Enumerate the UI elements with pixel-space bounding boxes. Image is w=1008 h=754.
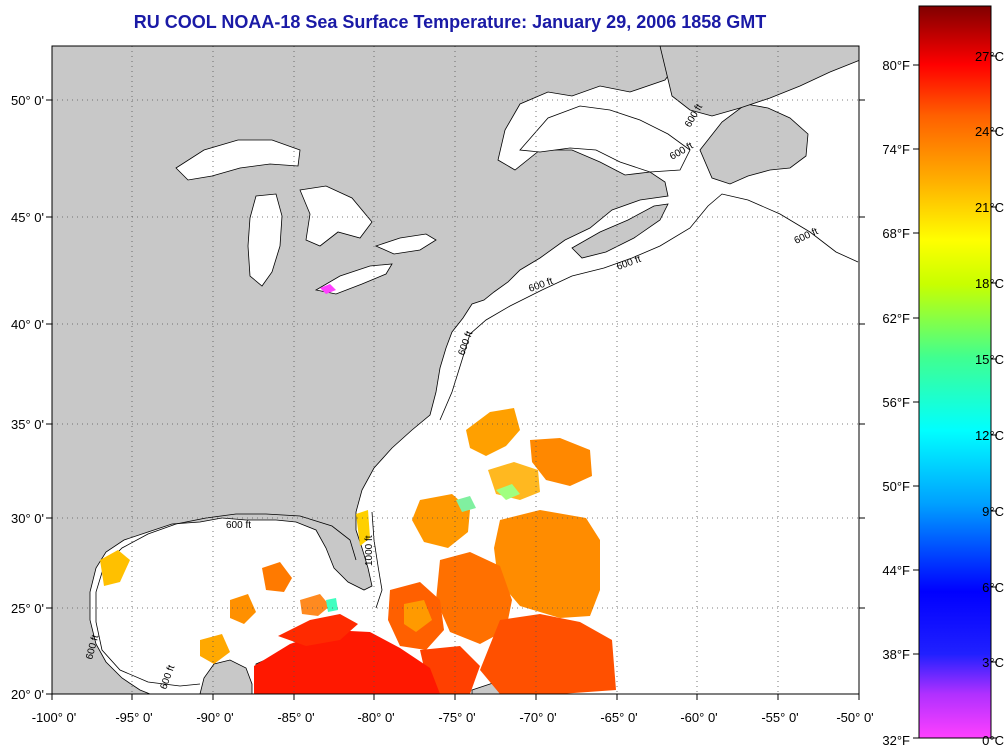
lat-label: 20° 0'	[11, 687, 44, 702]
colorbar-c-label: 0°C	[982, 733, 1004, 748]
colorbar-c-label: 21°C	[975, 200, 1004, 215]
contour-label: 600 ft	[226, 520, 251, 531]
lake-michigan	[247, 193, 283, 287]
colorbar-f-ticks	[913, 64, 919, 739]
lon-label: -70° 0'	[519, 710, 556, 725]
land-yucatan	[199, 659, 253, 694]
colorbar-f-labels: 80°F 74°F 68°F 62°F 56°F 50°F 44°F 38°F …	[882, 58, 910, 748]
lake-erie-cold-spot	[320, 284, 336, 294]
lon-label: -60° 0'	[680, 710, 717, 725]
chart-title: RU COOL NOAA-18 Sea Surface Temperature:…	[133, 12, 767, 32]
lake-huron	[299, 185, 373, 247]
lon-label: -90° 0'	[196, 710, 233, 725]
colorbar-c-label: 6°C	[982, 580, 1004, 595]
lon-label: -65° 0'	[600, 710, 637, 725]
lake-erie	[314, 263, 393, 295]
lon-label: -55° 0'	[761, 710, 798, 725]
colorbar-c-label: 27°C	[975, 49, 1004, 64]
colorbar-c-label: 12°C	[975, 428, 1004, 443]
lat-label: 35° 0'	[11, 417, 44, 432]
lon-labels: -100° 0' -95° 0' -90° 0' -85° 0' -80° 0'…	[32, 710, 874, 725]
lake-superior	[175, 139, 301, 181]
lat-label: 50° 0'	[11, 93, 44, 108]
colorbar-f-label: 44°F	[882, 563, 910, 578]
lat-label: 45° 0'	[11, 210, 44, 225]
lat-label: 40° 0'	[11, 317, 44, 332]
sst-data-layer	[100, 408, 616, 694]
colorbar-c-label: 9°C	[982, 504, 1004, 519]
lon-label: -75° 0'	[438, 710, 475, 725]
graticule	[52, 46, 859, 694]
colorbar-f-label: 32°F	[882, 733, 910, 748]
lat-label: 30° 0'	[11, 511, 44, 526]
colorbar-c-labels: 27°C 24°C 21°C 18°C 15°C 12°C 9°C 6°C 3°…	[975, 49, 1004, 748]
lat-label: 25° 0'	[11, 601, 44, 616]
colorbar-f-label: 68°F	[882, 226, 910, 241]
colorbar	[918, 5, 992, 739]
lat-labels: 50° 0' 45° 0' 40° 0' 35° 0' 30° 0' 25° 0…	[11, 93, 44, 702]
lon-label: -85° 0'	[277, 710, 314, 725]
lake-ontario	[374, 233, 437, 255]
colorbar-c-label: 24°C	[975, 124, 1004, 139]
colorbar-f-label: 38°F	[882, 647, 910, 662]
colorbar-f-label: 50°F	[882, 479, 910, 494]
lon-label: -95° 0'	[115, 710, 152, 725]
land-labrador	[659, 46, 859, 117]
colorbar-c-label: 18°C	[975, 276, 1004, 291]
contour-600ft-gulf	[95, 513, 357, 687]
contour-600ft-atlantic	[439, 193, 859, 421]
tick-marks	[46, 99, 865, 700]
land-nova-scotia	[571, 203, 669, 259]
colorbar-f-label: 80°F	[882, 58, 910, 73]
contour-1000ft-florida	[371, 511, 383, 609]
colorbar-c-ticks	[991, 55, 997, 739]
colorbar-c-label: 3°C	[982, 655, 1004, 670]
lon-label: -80° 0'	[357, 710, 394, 725]
colorbar-c-label: 15°C	[975, 352, 1004, 367]
gulf-st-lawrence	[519, 105, 691, 173]
lon-label: -100° 0'	[32, 710, 77, 725]
contour-label: 1000 ft	[364, 535, 375, 566]
colorbar-f-label: 74°F	[882, 142, 910, 157]
colorbar-f-label: 62°F	[882, 311, 910, 326]
lon-label: -50° 0'	[836, 710, 873, 725]
colorbar-f-label: 56°F	[882, 395, 910, 410]
